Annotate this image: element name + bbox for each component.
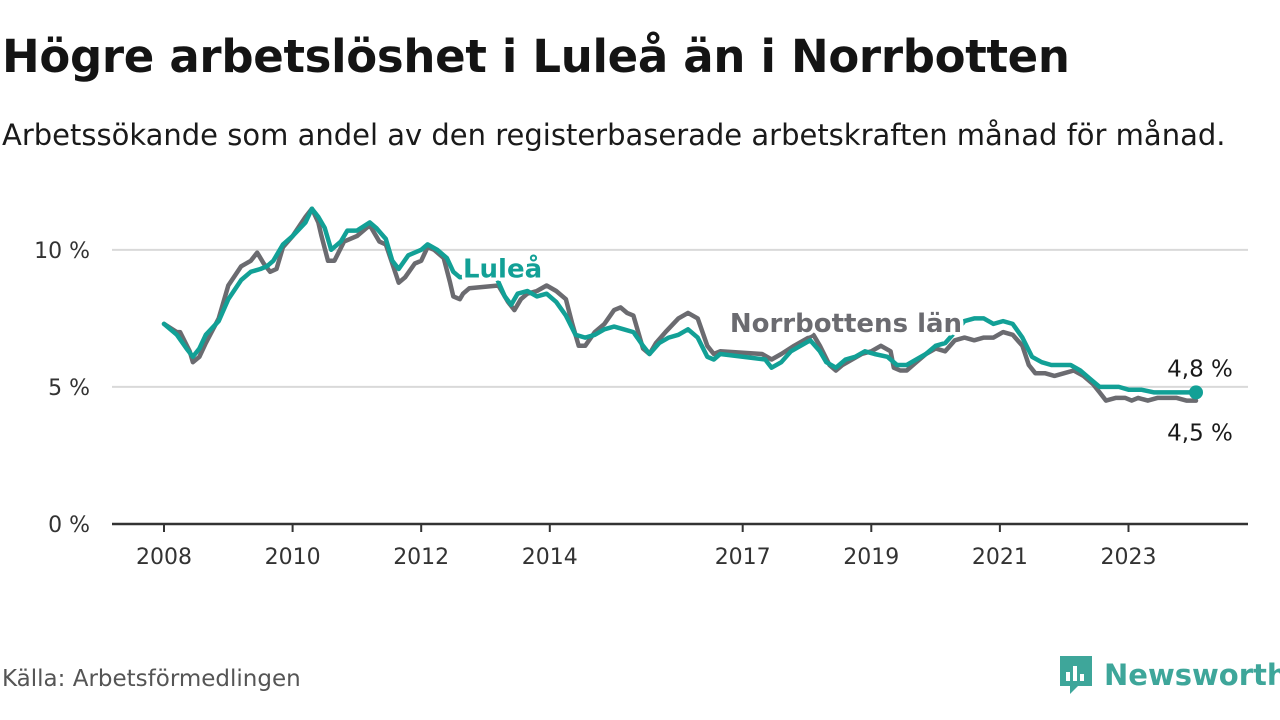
chart-title: Högre arbetslöshet i Luleå än i Norrbott… bbox=[2, 30, 1070, 83]
x-tick-label: 2019 bbox=[843, 545, 899, 570]
series-labels: Norrbottens län Luleå 4,5 % 4,8 % bbox=[459, 249, 1235, 450]
end-point-marker bbox=[1189, 385, 1203, 400]
y-tick-label: 10 % bbox=[34, 239, 90, 264]
series-lines bbox=[161, 206, 1203, 403]
brand-name: Newsworthy bbox=[1104, 658, 1280, 692]
y-tick-label: 5 % bbox=[48, 376, 90, 401]
y-tick-label: 0 % bbox=[48, 513, 90, 538]
x-tick-label: 2023 bbox=[1100, 545, 1156, 570]
series-line bbox=[161, 206, 1199, 403]
series-label: Luleå bbox=[463, 252, 542, 284]
end-value-label: 4,5 % bbox=[1167, 421, 1233, 447]
newsworthy-logo-icon bbox=[1060, 656, 1092, 694]
end-value-label: 4,8 % bbox=[1167, 356, 1233, 382]
grid-lines bbox=[112, 248, 1248, 388]
y-axis-ticks: 0 % 5 % 10 % bbox=[34, 239, 90, 538]
source-note: Källa: Arbetsförmedlingen bbox=[2, 666, 301, 692]
x-tick-label: 2021 bbox=[972, 545, 1028, 570]
x-tick-label: 2008 bbox=[136, 545, 192, 570]
x-axis-ticks: 2008 2010 2012 2014 2017 2019 2021 2023 bbox=[136, 524, 1156, 570]
series-line bbox=[161, 206, 1199, 395]
series-label: Norrbottens län bbox=[730, 309, 962, 339]
chart-subtitle: Arbetssökande som andel av den registerb… bbox=[2, 118, 1226, 152]
x-tick-label: 2010 bbox=[265, 545, 321, 570]
x-tick-label: 2017 bbox=[715, 545, 771, 570]
x-tick-label: 2014 bbox=[522, 545, 578, 570]
x-tick-label: 2012 bbox=[393, 545, 449, 570]
brand-logo: Newsworthy bbox=[1058, 652, 1280, 698]
